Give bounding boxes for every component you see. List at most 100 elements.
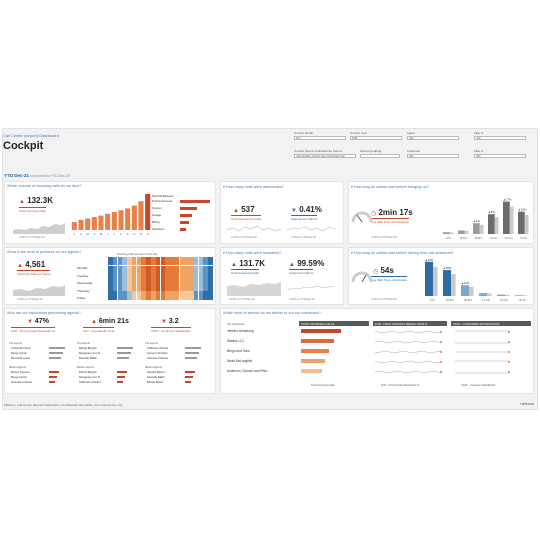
heatmap-cell (122, 274, 127, 283)
agent-name[interactable]: Elfrida Bergoll (79, 346, 97, 350)
filter-agent[interactable]: Agent (All) (407, 131, 459, 140)
histogram-ref-bar (469, 286, 474, 296)
histogram-bar (425, 261, 434, 296)
kpi-total-incoming: ▲ 132.3K (19, 196, 53, 205)
filter-select[interactable]: (All) (407, 135, 459, 140)
histogram-bar (461, 285, 470, 296)
heatmap-cell (117, 265, 123, 274)
customer-name[interactable]: Stanley LLC (227, 339, 245, 343)
histogram-ref-bar (509, 206, 514, 234)
filter-select[interactable]: Year-to-Date: Current Year vs Previous Y… (294, 153, 356, 158)
panel-wait-answer: ▾ How long do callers wait before having… (348, 247, 534, 305)
filter-select[interactable] (360, 153, 400, 158)
bottom-agents-label: Bottom Agents (9, 366, 26, 369)
volume-bar (71, 222, 77, 230)
agent-name[interactable]: Berge Fjordt (11, 351, 27, 355)
panel-question: ▾ How many calls were answered? (223, 250, 282, 255)
filter-select[interactable]: Dec (294, 135, 346, 140)
kpi-delta: -0.0% vs YTD Dec 20 (291, 236, 316, 239)
heatmap-cell (160, 265, 166, 274)
customer-csat-sparkline (455, 341, 510, 344)
histogram-ref-bar (494, 217, 499, 234)
reasons-list: Technical Issues Internet Outage Billing Que… (152, 199, 212, 235)
pct-label: ▲8% (488, 210, 495, 214)
heatmap-cell (160, 282, 166, 292)
heatmap-cell (208, 257, 213, 266)
tableau-logo[interactable]: +ableau (519, 401, 534, 406)
agent-name[interactable]: Danielle Baffin (147, 375, 165, 379)
filter-period-grouping[interactable]: Period grouping (360, 149, 400, 158)
agent-name[interactable]: Wookie Barton (147, 370, 166, 374)
agent-name[interactable]: Danielle Baffin (79, 356, 97, 360)
agent-name[interactable]: Shiltmann Rantel (147, 346, 169, 350)
agent-name[interactable]: Christoffel Sove (11, 346, 31, 350)
agent-name[interactable]: Reinhold Lewis (11, 356, 30, 360)
customer-name[interactable]: Anderson, Schoen and Pfan... (227, 369, 270, 373)
col-csat: CSAT - CUSTOMER SATISFACTION (451, 321, 531, 326)
month-label: A (93, 232, 95, 236)
agent-name[interactable]: Jannette Fellowe (11, 380, 33, 384)
heatmap-cell (198, 282, 204, 292)
filter-4[interactable]: Filter 4 (All) (474, 149, 526, 158)
customer-fcr-sparkline (375, 370, 442, 374)
bin-label: >5 min (520, 237, 528, 240)
agent-name[interactable]: Jannette Fellowe (147, 356, 169, 360)
heatmap-cell (203, 257, 209, 266)
agent-name[interactable]: Berton Pascoe (11, 370, 30, 374)
filter-select[interactable]: 2021 (350, 135, 402, 140)
agent-name[interactable]: Berge Fjordt (11, 375, 27, 379)
kpi-label: Avg Wait Time until Answer (371, 276, 408, 282)
breadcrumb[interactable]: Call Center (airport) Dashboard (3, 133, 59, 138)
reason-bar (180, 220, 189, 224)
kpi-label: CSAT - Customer Satisfaction (151, 327, 191, 333)
heatmap-cell (208, 291, 213, 300)
filter-customer[interactable]: Customer (All) (407, 149, 459, 158)
bin-label: 1-2 min (482, 299, 491, 302)
agent-name[interactable]: Armand Schuller (147, 351, 168, 355)
filter-label: Current Period vs Reference Period (294, 149, 342, 153)
heatmap-cell (170, 291, 175, 300)
top-agents-label: Top Agents (145, 342, 158, 345)
heatmap-cell (160, 291, 166, 300)
filter-label: Current Year (350, 131, 367, 135)
kpi-label: FCR - First Contact Resolution % (11, 327, 56, 333)
filter-current-month[interactable]: Current Month Dec (294, 131, 346, 140)
customer-name[interactable]: Bergo and Sons (227, 349, 250, 353)
heatmap-cell (203, 291, 209, 300)
kpi-delta: +6.9% vs YTD Dec 20 (19, 236, 45, 239)
kpi-csat: ▼ 3.2 (161, 318, 179, 325)
filter-3[interactable]: Filter 3 (All) (474, 131, 526, 140)
customer-csat-sparkline (455, 330, 510, 333)
filter-current-year[interactable]: Current Year 2021 (350, 131, 402, 140)
agent-bar (117, 370, 127, 374)
kpi-aht: ▲ 6min 21s (91, 318, 129, 325)
customer-name[interactable]: Jenkins-Armstrong (227, 329, 254, 333)
agent-name[interactable]: Margarete Von D... (79, 375, 103, 379)
abandoned-sparklines (227, 225, 336, 232)
agent-bar (185, 346, 201, 350)
heatmap-cell (127, 274, 132, 283)
heatmap-cell (112, 291, 118, 300)
bottom-agents-label: Bottom Agents (77, 366, 94, 369)
heatmap-cell (174, 274, 180, 283)
agent-bar (117, 346, 133, 350)
month-label: O (133, 232, 135, 236)
filter-period-comparison[interactable]: Current Period vs Reference Period Year-… (294, 149, 356, 158)
agent-name[interactable]: Elfrida Bergoll (79, 370, 97, 374)
agent-name[interactable]: Shiftmann Rantel... (79, 380, 103, 384)
agent-name[interactable]: Elfride Betoll (147, 380, 163, 384)
kpi-answered-calls: ▲ 131.7K (231, 259, 265, 268)
agent-name[interactable]: Margarete Von D... (79, 351, 103, 355)
heatmap-cell (136, 265, 142, 274)
kpi-label: Total Abandoned Calls (231, 215, 261, 221)
filter-select[interactable]: (All) (474, 135, 526, 140)
histogram-bar (443, 270, 452, 296)
filter-select[interactable]: (All) (474, 153, 526, 158)
heatmap-cell (117, 257, 123, 266)
pressure-sparkline (13, 285, 65, 296)
arrow-up-icon: ▲ (231, 262, 237, 268)
agent-bar (49, 370, 59, 374)
customer-name[interactable]: Weist-McLaughlin (227, 359, 253, 363)
filter-select[interactable]: (All) (407, 153, 459, 158)
panel-agents: Who are our top/bottom performing agents… (4, 308, 216, 394)
